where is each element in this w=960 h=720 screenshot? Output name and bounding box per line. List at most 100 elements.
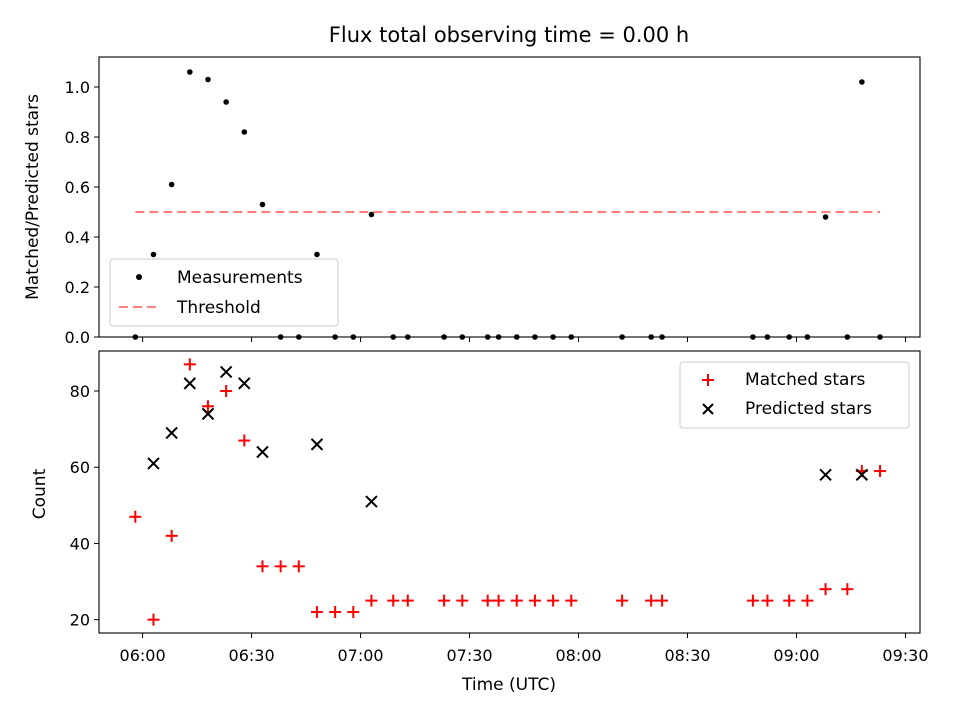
top-y-tick-label: 1.0	[65, 78, 90, 97]
x-tick-label: 09:30	[882, 646, 928, 665]
matched-star-point	[510, 594, 523, 607]
x-axis-label: Time (UTC)	[461, 675, 556, 695]
top-plot-marks	[132, 69, 883, 340]
matched-star-point	[528, 594, 541, 607]
bottom-y-axis-ticks: 20 40 60 80	[70, 382, 99, 630]
matched-star-point	[819, 583, 832, 596]
legend-threshold-label: Threshold	[176, 298, 261, 318]
top-y-axis-label: Matched/Predicted stars	[23, 94, 43, 300]
predicted-star-point	[365, 495, 378, 508]
bottom-y-tick-label: 80	[70, 382, 90, 401]
bottom-plot-marks	[129, 358, 887, 626]
matched-star-point	[238, 434, 251, 447]
top-panel: Flux total observing time = 0.00 h Match…	[23, 23, 921, 347]
top-y-tick-label: 0.2	[65, 278, 90, 297]
measurement-point	[368, 211, 375, 218]
matched-star-point	[220, 385, 233, 398]
matched-star-point	[841, 583, 854, 596]
matched-star-point	[616, 594, 629, 607]
x-tick-label: 09:00	[773, 646, 819, 665]
measurement-point	[168, 181, 175, 188]
measurement-point	[314, 251, 320, 258]
predicted-star-point	[201, 407, 215, 421]
x-tick-label: 08:00	[555, 646, 601, 665]
matched-star-point	[347, 606, 360, 619]
predicted-star-point	[855, 468, 869, 482]
matched-star-point	[783, 594, 796, 607]
legend-matched-label: Matched stars	[745, 370, 865, 390]
matched-star-point	[165, 529, 178, 542]
matched-star-point	[438, 594, 451, 607]
top-y-tick-label: 0.0	[65, 328, 90, 347]
top-y-tick-label: 0.8	[65, 128, 90, 147]
x-tick-label: 06:30	[229, 646, 275, 665]
measurement-point	[259, 201, 266, 208]
matched-star-point	[761, 594, 774, 607]
top-axes-frame	[98, 56, 921, 338]
matched-star-point	[292, 560, 305, 573]
predicted-star-point	[238, 377, 251, 390]
legend-predicted-marker	[702, 403, 714, 415]
matched-star-point	[492, 594, 505, 607]
top-x-axis-ticks	[142, 337, 906, 342]
matched-star-point	[387, 594, 400, 607]
legend-matched-marker	[702, 374, 714, 386]
x-tick-label: 07:00	[338, 646, 384, 665]
matched-star-point	[874, 465, 887, 478]
bottom-panel: Count Time (UTC) 20 40 60 80 06:00 06:30 07:0…	[30, 350, 929, 695]
legend-measurements-marker	[136, 274, 142, 280]
predicted-star-point	[256, 445, 269, 459]
measurement-point	[150, 251, 157, 258]
top-y-tick-label: 0.6	[65, 178, 90, 197]
measurement-point	[223, 99, 229, 105]
predicted-star-point	[219, 365, 233, 379]
measurement-point	[241, 129, 248, 135]
bottom-x-axis-ticks: 06:00 06:30 07:00 07:30 08:00 08:30 09:00 09:30	[120, 633, 929, 665]
matched-star-point	[656, 594, 669, 607]
matched-star-point	[201, 400, 214, 413]
predicted-star-point	[183, 377, 197, 390]
matched-star-point	[129, 510, 142, 523]
bottom-y-tick-label: 20	[70, 611, 90, 630]
matched-star-point	[547, 594, 560, 607]
matched-star-point	[401, 594, 414, 607]
predicted-star-point	[819, 468, 832, 482]
measurement-point	[822, 214, 829, 220]
matched-star-point	[801, 594, 814, 607]
matched-star-point	[365, 594, 378, 607]
chart-title: Flux total observing time = 0.00 h	[329, 23, 689, 47]
legend-predicted-label: Predicted stars	[745, 399, 872, 419]
matched-star-point	[256, 560, 269, 573]
top-y-tick-label: 0.4	[65, 228, 90, 247]
bottom-y-tick-label: 60	[70, 458, 90, 477]
x-tick-label: 07:30	[446, 646, 492, 665]
predicted-star-point	[147, 457, 160, 470]
matched-star-point	[274, 560, 287, 573]
predicted-star-point	[165, 426, 178, 440]
matched-star-point	[565, 594, 578, 607]
top-legend: Measurements Threshold	[109, 258, 339, 327]
matched-star-point	[183, 358, 196, 371]
measurement-point	[187, 69, 193, 75]
top-legend-box	[109, 258, 339, 327]
matched-star-point	[147, 613, 160, 626]
matched-star-point	[456, 594, 469, 607]
top-y-axis-ticks: 0.0 0.2 0.4 0.6 0.8 1.0	[65, 78, 99, 347]
matched-star-point	[746, 594, 759, 607]
x-tick-label: 06:00	[120, 646, 166, 665]
matched-star-point	[645, 594, 658, 607]
bottom-legend-box	[679, 361, 910, 429]
measurement-point	[205, 76, 211, 83]
measurement-point	[859, 79, 865, 85]
predicted-star-point	[310, 438, 324, 451]
matched-star-point	[481, 594, 494, 607]
bottom-y-axis-label: Count	[30, 468, 50, 519]
x-tick-label: 08:30	[664, 646, 710, 665]
bottom-y-tick-label: 40	[70, 534, 90, 553]
bottom-legend: Matched stars Predicted stars	[679, 361, 910, 429]
matched-star-point	[329, 606, 342, 619]
bottom-axes-frame	[98, 350, 921, 634]
matched-star-point	[310, 606, 323, 619]
legend-measurements-label: Measurements	[177, 268, 303, 288]
